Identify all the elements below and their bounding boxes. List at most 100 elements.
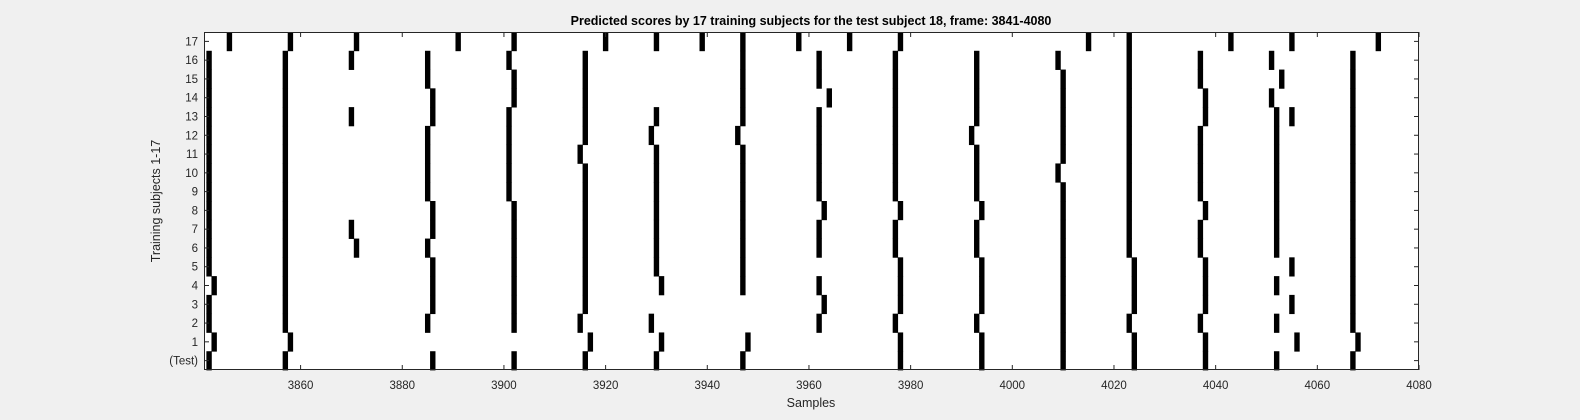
score-mark: [511, 257, 517, 277]
score-mark: [1273, 351, 1280, 371]
score-mark: [979, 257, 985, 277]
score-mark: [1197, 238, 1204, 258]
y-tick-label: 7: [192, 224, 198, 236]
score-mark: [648, 313, 655, 333]
score-mark: [740, 107, 746, 127]
score-mark: [1060, 125, 1066, 146]
score-mark: [582, 182, 588, 202]
score-mark: [1197, 313, 1204, 333]
score-mark: [740, 238, 746, 258]
score-mark: [282, 182, 289, 202]
score-mark: [1126, 182, 1132, 202]
score-mark: [974, 238, 980, 258]
score-mark: [1228, 32, 1234, 52]
x-tick-label: 4040: [1203, 380, 1229, 392]
score-mark: [821, 201, 827, 221]
score-mark: [582, 107, 588, 127]
score-mark: [511, 238, 517, 258]
score-mark: [1060, 107, 1066, 127]
plot-background: [204, 32, 1419, 370]
score-mark: [206, 351, 212, 371]
score-mark: [1197, 144, 1204, 164]
score-mark: [1060, 276, 1066, 296]
score-mark: [1131, 294, 1138, 315]
score-mark: [211, 332, 217, 352]
score-mark: [653, 163, 660, 183]
y-tick-label: 14: [185, 93, 198, 105]
score-mark: [1350, 219, 1356, 239]
score-mark: [282, 88, 289, 108]
y-tick-label: 10: [185, 168, 198, 180]
score-mark: [1197, 163, 1204, 183]
score-mark: [1202, 276, 1209, 296]
score-mark: [282, 238, 289, 258]
score-mark: [582, 257, 588, 277]
score-mark: [974, 88, 980, 108]
score-mark: [430, 219, 436, 239]
score-mark: [1126, 201, 1132, 221]
score-mark: [511, 351, 517, 371]
score-mark: [1350, 201, 1356, 221]
score-mark: [1060, 144, 1066, 164]
score-mark: [816, 50, 822, 70]
score-mark: [282, 276, 289, 296]
score-mark: [816, 69, 822, 89]
x-tick-label: 4080: [1406, 380, 1432, 392]
y-tick-label: 11: [186, 149, 198, 161]
score-mark: [206, 69, 212, 89]
score-mark: [282, 219, 289, 239]
score-mark: [740, 88, 746, 108]
score-mark: [282, 257, 289, 277]
score-mark: [1273, 182, 1280, 202]
score-mark: [455, 32, 461, 52]
score-mark: [1060, 294, 1066, 315]
score-mark: [511, 313, 517, 333]
score-mark: [821, 294, 827, 315]
score-mark: [1055, 163, 1061, 183]
score-mark: [740, 163, 746, 183]
score-mark: [1126, 163, 1132, 183]
score-mark: [892, 107, 899, 127]
score-mark: [506, 144, 512, 164]
score-mark: [1273, 238, 1280, 258]
score-mark: [206, 182, 212, 202]
score-mark: [740, 276, 746, 296]
score-mark: [506, 182, 512, 202]
score-mark: [1126, 125, 1132, 146]
score-mark: [348, 107, 355, 127]
score-mark: [206, 201, 212, 221]
score-mark: [348, 50, 355, 70]
score-mark: [653, 107, 660, 127]
score-mark: [1273, 163, 1280, 183]
score-mark: [206, 107, 212, 127]
score-mark: [740, 32, 746, 52]
score-mark: [511, 88, 517, 108]
score-mark: [1055, 50, 1061, 70]
score-mark: [974, 182, 980, 202]
y-tick-label: 8: [192, 205, 198, 217]
score-mark: [892, 238, 899, 258]
score-mark: [430, 276, 436, 296]
score-mark: [1060, 351, 1066, 371]
score-mark: [582, 50, 588, 70]
x-tick-label: 3920: [593, 380, 619, 392]
score-mark: [1126, 219, 1132, 239]
score-mark: [1060, 88, 1066, 108]
y-tick-label: 4: [192, 281, 199, 293]
score-mark: [1126, 144, 1132, 164]
score-mark: [206, 219, 212, 239]
score-mark: [577, 144, 583, 164]
score-mark: [816, 313, 822, 333]
score-mark: [206, 125, 212, 146]
score-mark: [1350, 144, 1356, 164]
score-mark: [979, 332, 985, 352]
score-mark: [1350, 125, 1356, 146]
score-mark: [511, 69, 517, 89]
score-mark: [206, 238, 212, 258]
x-tick-label: 3860: [288, 380, 314, 392]
score-mark: [892, 125, 899, 146]
score-mark: [892, 313, 899, 333]
score-mark: [582, 276, 588, 296]
score-mark: [1197, 182, 1204, 202]
